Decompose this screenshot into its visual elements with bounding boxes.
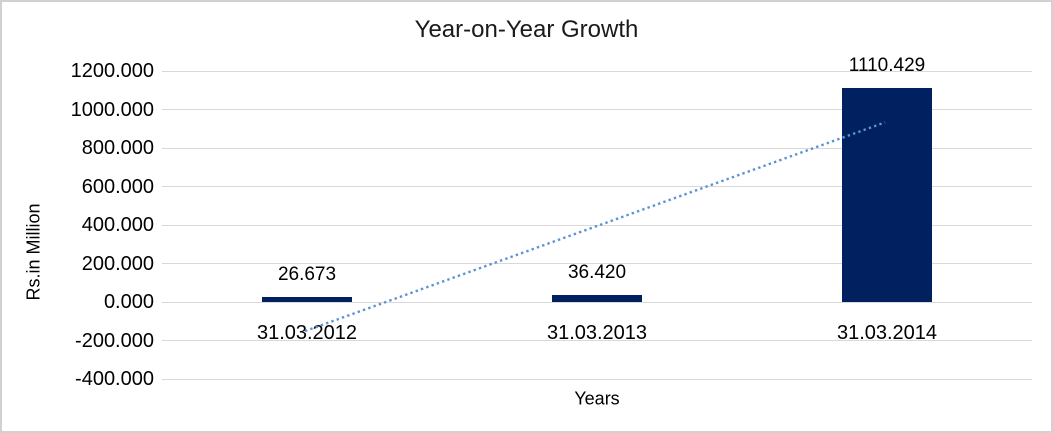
data-label: 1110.429 xyxy=(848,55,926,77)
y-tick-label: 600.000 xyxy=(81,175,154,198)
bar-31.03.2013 xyxy=(552,294,642,302)
gridline xyxy=(162,70,1032,72)
gridline xyxy=(162,340,1032,341)
y-tick-label: 1000.000 xyxy=(70,98,154,121)
chart-title: Year-on-Year Growth xyxy=(414,16,639,43)
gridline xyxy=(162,109,1032,110)
category-label: 31.03.2013 xyxy=(546,322,648,344)
x-axis-title: Years xyxy=(574,388,620,409)
data-label: 26.673 xyxy=(277,263,337,285)
y-tick-label: 400.000 xyxy=(81,214,154,236)
y-tick-label: 200.000 xyxy=(81,252,154,275)
category-label: 31.03.2012 xyxy=(256,322,358,344)
y-tick-label: -200.000 xyxy=(75,329,154,352)
y-tick-label: 1200.000 xyxy=(70,60,154,82)
gridline xyxy=(162,378,1032,380)
bar-31.03.2014 xyxy=(842,88,932,302)
y-tick-label: -400.000 xyxy=(75,368,154,390)
data-label: 36.420 xyxy=(567,261,627,283)
y-tick-label: 800.000 xyxy=(81,137,154,159)
category-label: 31.03.2014 xyxy=(836,322,938,344)
bar-31.03.2012 xyxy=(262,296,352,302)
y-tick-label: 0.000 xyxy=(103,291,154,313)
